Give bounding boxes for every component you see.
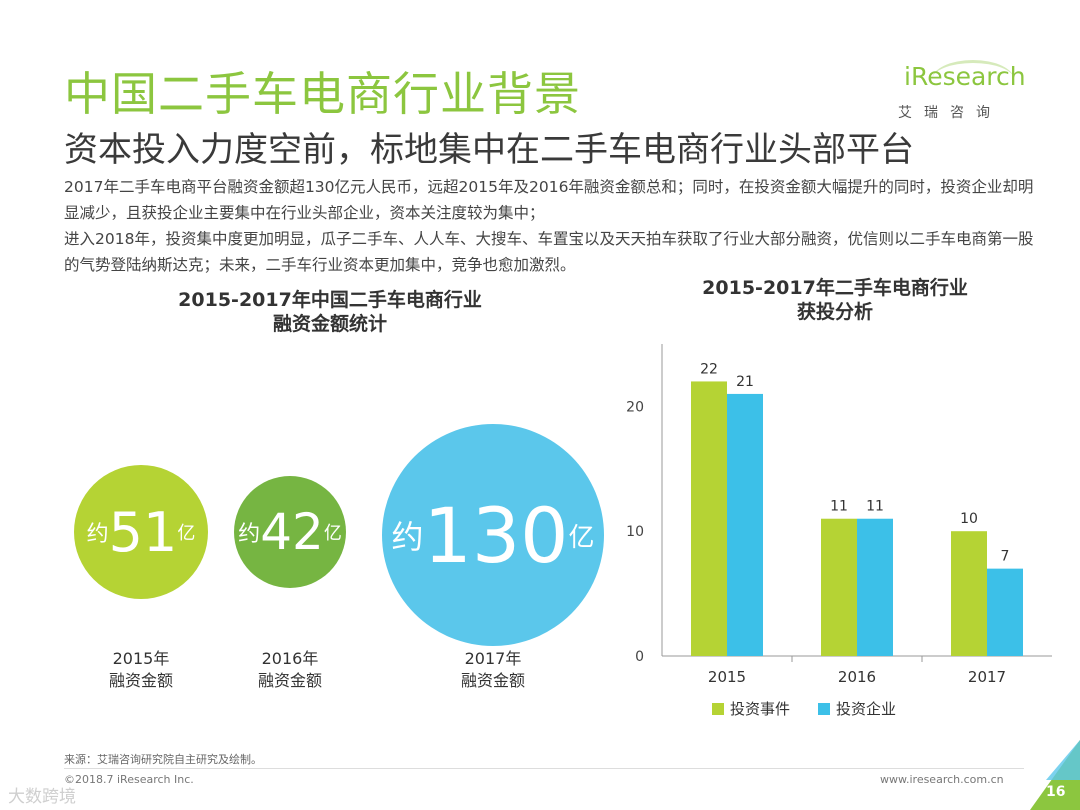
logo-subtext: 艾瑞咨询 [898,105,1002,121]
bar-2015-events [691,381,727,656]
bar-chart: 0 10 20 22 21 2015 11 11 2016 10 7 2017 [626,344,1052,686]
y-tick-label: 10 [626,524,644,540]
bubble-year: 2015年 [112,649,170,668]
y-tick-label: 20 [626,399,644,415]
bar-2016-companies [857,518,893,656]
x-tick-label: 2017 [968,668,1006,686]
website-link[interactable]: www.iresearch.com.cn [880,773,1004,786]
bubble-value: 51 [108,500,178,564]
bar-chart-title-line2: 获投分析 [796,301,873,323]
bubble-chart-title-line1: 2015-2017年中国二手车电商行业 [178,289,482,311]
copyright: ©2018.7 iResearch Inc. [64,773,194,786]
footer-divider [64,768,1024,769]
bubble-caption: 融资金额 [108,671,173,690]
bubble-year: 2017年 [464,649,522,668]
logo-arc-icon [932,60,1014,99]
bubble-value: 130 [423,490,569,580]
bubble-label-2015: 2015年 融资金额 [71,648,211,692]
y-tick-label: 0 [635,649,644,665]
legend-item-companies: 投资企业 [818,698,896,719]
bar-chart-title-line1: 2015-2017年二手车电商行业 [702,277,968,299]
bubble-2017: 约 130 亿 [382,424,604,646]
bar-2017-companies [987,568,1023,656]
bubble-caption: 融资金额 [460,671,525,690]
bubble-year: 2016年 [261,649,319,668]
data-label: 10 [960,511,978,527]
intro-paragraph-1: 2017年二手车电商平台融资金额超130亿元人民币，远超2015年及2016年融… [64,178,1034,222]
bubble-prefix: 约 [391,518,424,556]
bubble-prefix: 约 [238,522,261,547]
data-label: 11 [830,499,848,515]
watermark: 大数跨境 [8,787,76,807]
corner-decoration-accent [1046,740,1080,780]
bubble-prefix: 约 [86,522,109,547]
x-tick-label: 2016 [838,668,876,686]
bubble-chart-title: 2015-2017年中国二手车电商行业 融资金额统计 [120,288,540,336]
bar-2015-companies [727,393,763,656]
page-subtitle: 资本投入力度空前，标地集中在二手车电商行业头部平台 [64,130,914,170]
bubble-label-2017: 2017年 融资金额 [423,648,563,692]
bubble-2015: 约 51 亿 [74,465,208,599]
bubble-label-2016: 2016年 融资金额 [220,648,360,692]
page-number: 16 [1046,784,1066,800]
page-title: 中国二手车电商行业背景 [64,67,581,121]
iresearch-logo: iResearch 艾瑞咨询 [892,60,1026,126]
bubble-value: 42 [260,503,324,561]
bubble-2016: 约 42 亿 [234,476,346,588]
bubble-suffix: 亿 [568,522,595,553]
data-label: 21 [736,374,754,390]
bar-2016-events [821,518,857,656]
bubble-caption: 融资金额 [257,671,322,690]
bubble-suffix: 亿 [323,523,342,544]
intro-paragraph-2: 进入2018年，投资集中度更加明显，瓜子二手车、人人车、大搜车、车置宝以及天天拍… [64,230,1034,274]
bar-2017-events [951,531,987,656]
logo-text: iResearch [904,62,1026,91]
bubble-chart-title-line2: 融资金额统计 [272,313,387,335]
data-label: 22 [700,361,718,377]
legend-item-events: 投资事件 [712,698,790,719]
data-label: 7 [1001,549,1010,565]
legend-swatch-events [712,702,724,715]
bar-chart-legend: 投资事件 投资企业 [712,698,896,719]
legend-label-companies: 投资企业 [836,700,897,718]
source-note: 来源：艾瑞咨询研究院自主研究及绘制。 [64,753,262,766]
legend-label-events: 投资事件 [730,700,791,718]
bar-chart-title: 2015-2017年二手车电商行业 获投分析 [660,276,1010,324]
legend-swatch-companies [818,702,831,715]
data-label: 11 [866,499,884,515]
x-tick-label: 2015 [708,668,746,686]
bubble-suffix: 亿 [177,523,196,544]
